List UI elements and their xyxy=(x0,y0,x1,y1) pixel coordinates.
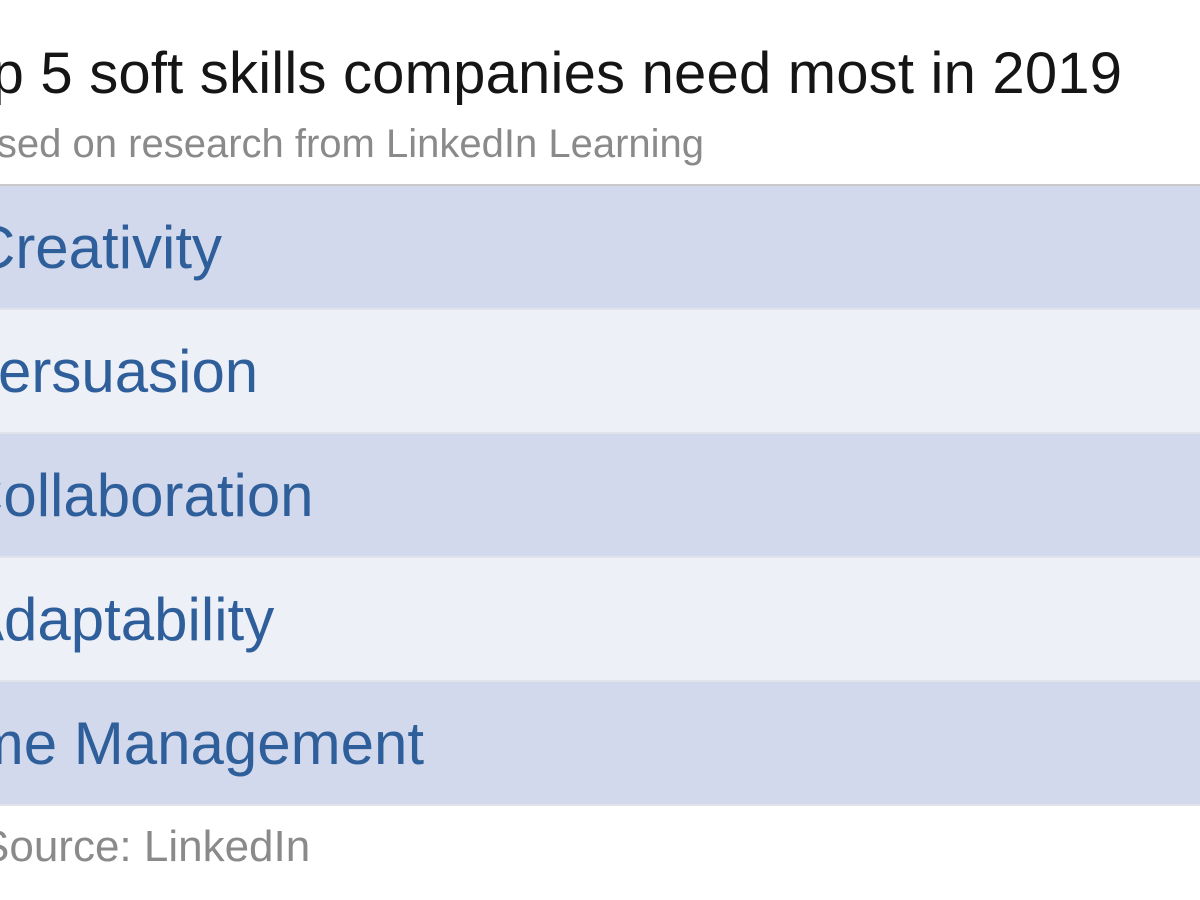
source-note: Source: LinkedIn xyxy=(0,822,311,871)
table-row: Persuasion xyxy=(0,310,1200,434)
skill-label: Time Management xyxy=(0,709,424,777)
table-row: Time Management xyxy=(0,682,1200,806)
skill-label: Adaptability xyxy=(0,585,275,653)
skill-label: Collaboration xyxy=(0,461,314,529)
table-row: Adaptability xyxy=(0,558,1200,682)
skill-label: Persuasion xyxy=(0,337,259,405)
table-row: Creativity xyxy=(0,186,1200,310)
skills-table: Creativity Persuasion Collaboration Adap… xyxy=(0,184,1200,806)
table-row: Collaboration xyxy=(0,434,1200,558)
skill-label: Creativity xyxy=(0,213,223,281)
chart-subtitle: Based on research from LinkedIn Learning xyxy=(0,122,705,166)
chart-title: Top 5 soft skills companies need most in… xyxy=(0,41,1123,106)
